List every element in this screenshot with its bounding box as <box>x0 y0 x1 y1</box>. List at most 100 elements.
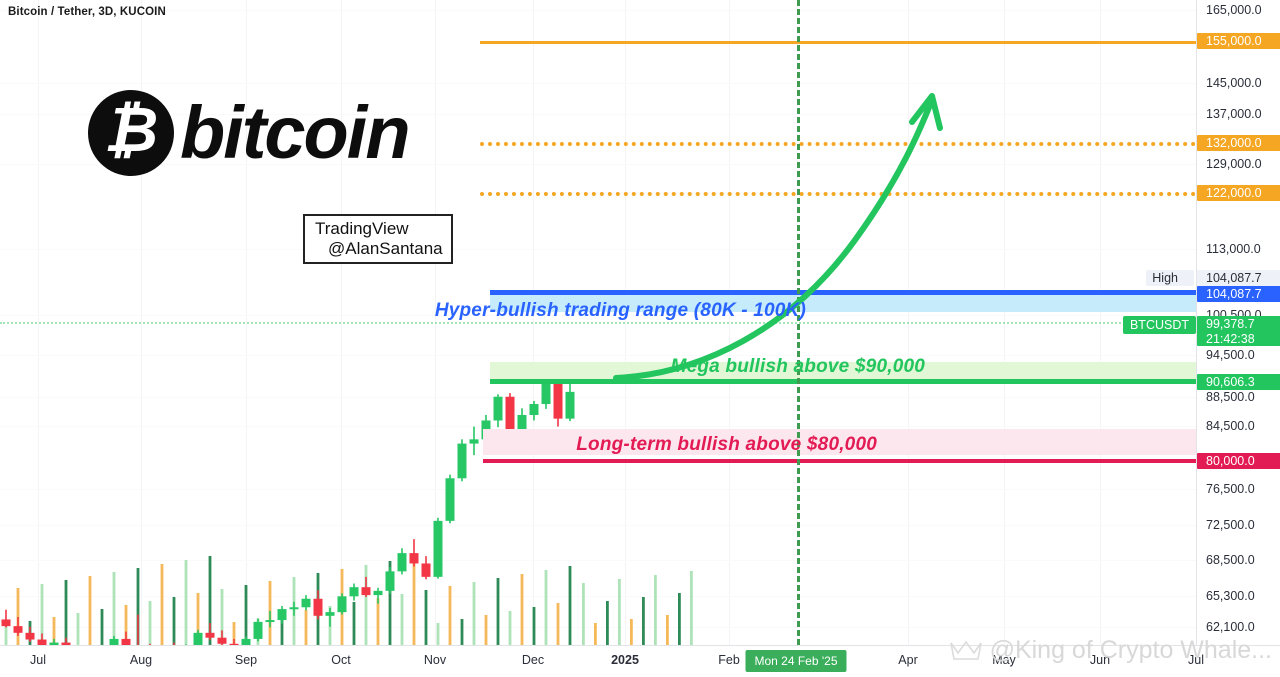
high-text: High <box>1152 271 1178 285</box>
candle-body <box>373 590 383 596</box>
time-axis-label: 2025 <box>611 653 639 667</box>
support-80k[interactable] <box>483 459 1196 463</box>
volume-bar <box>642 597 645 645</box>
hyper-bullish-zone <box>490 294 1196 312</box>
credit-handle: @AlanSantana <box>328 238 443 258</box>
candle-body <box>121 638 131 645</box>
price-axis-label: 62,100.0 <box>1206 620 1255 634</box>
volume-bar <box>16 588 20 645</box>
volume-bar <box>100 609 104 645</box>
candle-body <box>397 553 407 572</box>
price-axis-label: 90,606.3 <box>1197 374 1280 390</box>
volume-bar <box>568 566 572 645</box>
candle-wick <box>185 644 187 645</box>
candle-body <box>109 638 119 645</box>
candle-body <box>433 520 443 577</box>
price-axis-label: 94,500.0 <box>1206 348 1255 362</box>
volume-bar <box>424 590 428 645</box>
time-axis-label: Jul <box>1188 653 1204 667</box>
candle-body <box>445 478 455 521</box>
symbol-title[interactable]: Bitcoin / Tether, 3D, KUCOIN <box>8 6 166 18</box>
high-marker-label: High <box>1146 270 1194 286</box>
volume-bar <box>244 585 248 645</box>
resistance-155k[interactable] <box>480 41 1196 44</box>
bitcoin-wordmark: bitcoin <box>180 91 411 174</box>
candle-body <box>421 563 431 577</box>
candle-wick <box>125 631 127 645</box>
time-axis-label: May <box>992 653 1016 667</box>
grid-line-horizontal <box>0 114 1196 115</box>
volume-bar <box>364 565 368 645</box>
grid-line-horizontal <box>0 355 1196 356</box>
price-axis[interactable]: 165,000.0 155,000.0 145,000.0 137,000.0 132,… <box>1196 0 1280 645</box>
volume-bar <box>124 605 128 645</box>
volume-bar <box>556 603 560 645</box>
price-axis-label: 68,500.0 <box>1206 553 1255 567</box>
candlestick-bars <box>1 376 575 645</box>
current-price-badge: 99,378.7 21:42:38 <box>1197 316 1280 346</box>
long-term-zone <box>483 429 1196 455</box>
volume-bar <box>496 578 500 645</box>
volume-bar <box>160 564 164 645</box>
candle-body <box>253 621 263 639</box>
price-axis-label: 72,500.0 <box>1206 518 1255 532</box>
grid-line-horizontal <box>0 489 1196 490</box>
range-top-104k[interactable] <box>490 290 1196 295</box>
price-axis-label: 88,500.0 <box>1206 390 1255 404</box>
volume-bar <box>484 615 488 645</box>
price-axis-label: 145,000.0 <box>1206 76 1262 90</box>
volume-bar <box>52 617 56 645</box>
candle-body <box>469 439 479 444</box>
price-axis-label: 80,000.0 <box>1197 453 1280 469</box>
volume-bar <box>690 571 693 645</box>
volume-bar <box>666 615 669 645</box>
candle-body <box>385 571 395 591</box>
volume-bar <box>280 614 284 645</box>
grid-line-horizontal <box>0 10 1196 11</box>
bar-countdown: 21:42:38 <box>1206 332 1255 346</box>
candle-wick <box>209 623 211 641</box>
candle-body <box>349 587 359 597</box>
candle-wick <box>149 643 151 645</box>
volume-bar <box>472 582 476 645</box>
bitcoin-logo: ₿ bitcoin <box>88 90 411 176</box>
volume-bar <box>64 580 68 645</box>
candle-body <box>325 612 335 616</box>
chart-plot-area[interactable]: Hyper-bullish trading range (80K - 100K)… <box>0 0 1196 645</box>
support-90k[interactable] <box>490 379 1196 384</box>
candle-wick <box>173 642 175 645</box>
volume-bar <box>532 607 536 645</box>
volume-bar <box>582 583 585 645</box>
candle-body <box>565 391 575 419</box>
target-122k[interactable] <box>480 192 1196 196</box>
time-axis-label: Oct <box>331 653 351 667</box>
candle-body <box>529 404 539 415</box>
candle-wick <box>65 637 67 645</box>
candle-body <box>289 607 299 610</box>
time-axis-label: Jul <box>30 653 46 667</box>
volume-bar <box>448 586 452 645</box>
entry-level-dotted-line <box>0 322 1196 324</box>
price-axis-label: 76,500.0 <box>1206 482 1255 496</box>
grid-line-horizontal <box>0 560 1196 561</box>
candle-wick <box>5 609 7 628</box>
volume-bar <box>436 623 440 645</box>
grid-line-horizontal <box>0 249 1196 250</box>
time-axis[interactable]: Jul Aug Sep Oct Nov Dec 2025 Feb Apr May Jun Jul Mo… <box>0 645 1280 677</box>
candle-body <box>193 632 203 645</box>
mega-bullish-zone <box>490 362 1196 380</box>
price-axis-label: 165,000.0 <box>1206 3 1262 17</box>
candle-body <box>49 642 59 645</box>
target-132k[interactable] <box>480 142 1196 146</box>
candle-body <box>337 596 347 613</box>
volume-bar <box>654 575 657 645</box>
cursor-date-badge: Mon 24 Feb '25 <box>745 650 847 672</box>
grid-line-horizontal <box>0 596 1196 597</box>
volume-bar <box>520 574 524 645</box>
time-axis-label: Jun <box>1089 653 1111 667</box>
bitcoin-coin-icon: ₿ <box>88 90 174 176</box>
candle-body <box>241 638 251 645</box>
volume-bar <box>40 584 44 645</box>
volume-bar <box>196 593 200 645</box>
